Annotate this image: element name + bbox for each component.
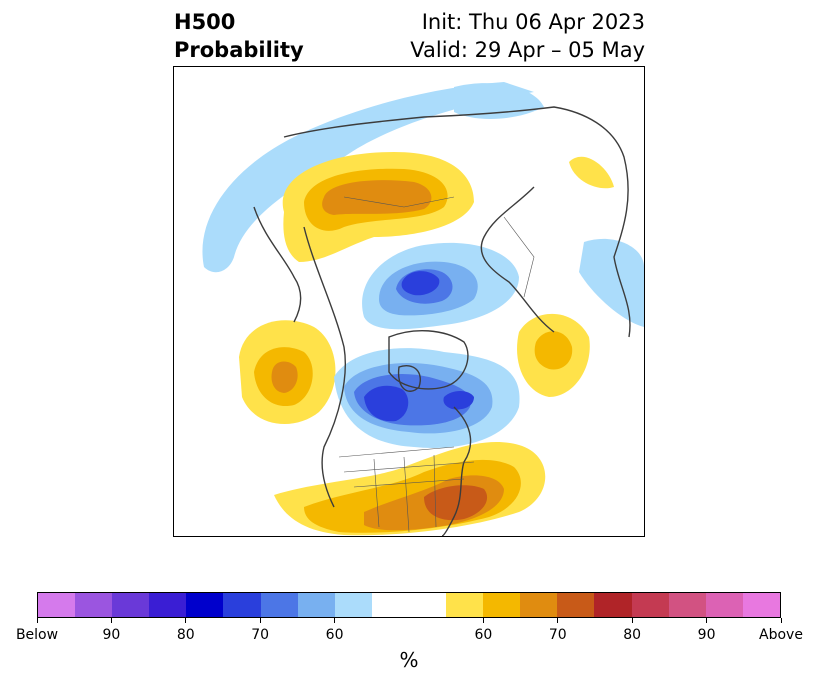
colorbar-tick-label: 90	[102, 627, 121, 643]
gold-anomaly-ne	[569, 156, 614, 189]
blue-anomaly-northpacific	[202, 82, 534, 273]
colorbar-cell	[520, 593, 558, 617]
colorbar-tick	[780, 618, 782, 623]
coastline-eurasia-north	[283, 106, 631, 338]
colorbar-cell	[483, 593, 521, 617]
title-field: H500	[174, 10, 236, 34]
title-left: H500 Probability	[174, 8, 304, 64]
colorbar-cell	[631, 593, 669, 617]
colorbar-tick-label: 60	[325, 627, 344, 643]
map-panel	[173, 66, 645, 537]
colorbar-tick	[110, 618, 112, 623]
colorbar-cell	[371, 593, 409, 617]
blue-anomaly-polar-deep	[401, 271, 440, 296]
blue-anomaly-labrador-deep	[443, 391, 474, 410]
blue-anomaly-east	[579, 238, 644, 327]
colorbar-cell	[186, 593, 224, 617]
gold-anomaly-atlantic-mid	[534, 331, 573, 370]
coastline-greenland	[388, 329, 469, 390]
colorbar-cell	[446, 593, 484, 617]
border-china-mongolia	[343, 196, 455, 208]
colorbar-cell	[223, 593, 261, 617]
title-right: Init: Thu 06 Apr 2023 Valid: 29 Apr – 05…	[410, 8, 645, 64]
colorbar-cell	[408, 593, 447, 617]
colorbar-cell	[297, 593, 335, 617]
colorbar-tick-label: 70	[548, 627, 567, 643]
colorbar-cell	[149, 593, 187, 617]
coastline-asia-east	[253, 206, 302, 323]
colorbar-cell	[112, 593, 150, 617]
orange-anomaly-north	[322, 180, 432, 215]
colorbar-cell	[260, 593, 298, 617]
valid-range: Valid: 29 Apr – 05 May	[410, 38, 645, 62]
coastlines	[253, 106, 631, 536]
colorbar-tick	[36, 618, 38, 623]
colorbar-cell	[334, 593, 372, 617]
coastline-hudson-bay	[397, 365, 421, 392]
colorbar-cell	[668, 593, 706, 617]
colorbar-unit: %	[399, 648, 419, 672]
colorbar-tick	[259, 618, 261, 623]
colorbar-tick	[185, 618, 187, 623]
colorbar-cell	[594, 593, 632, 617]
orange-anomaly-pacific	[271, 361, 298, 393]
blue-anomaly-top	[454, 83, 544, 119]
coastline-europe	[480, 186, 555, 333]
colorbar-tick	[706, 618, 708, 623]
colorbar-tick	[631, 618, 633, 623]
border-us-states-col	[373, 454, 437, 533]
colorbar-tick-label: Above	[759, 627, 803, 643]
border-europe-russia	[503, 216, 535, 298]
colorbar	[37, 592, 781, 618]
rust-anomaly-us	[424, 485, 488, 521]
colorbar-tick-label: 60	[474, 627, 493, 643]
title-field-type: Probability	[174, 38, 304, 62]
colorbar-tick-label: Below	[15, 627, 59, 643]
border-us-states-row2	[353, 478, 465, 488]
colorbar-tick	[334, 618, 336, 623]
colorbar-tick-label: 80	[176, 627, 195, 643]
coastline-north-america-west	[303, 226, 346, 508]
colorbar-tick	[482, 618, 484, 623]
colorbar-tick-label: 90	[697, 627, 716, 643]
blue-anomaly-canada-deep	[364, 385, 409, 422]
init-date: Init: Thu 06 Apr 2023	[421, 10, 645, 34]
colorbar-cell	[38, 593, 76, 617]
colorbar-cell	[705, 593, 743, 617]
colorbar-cell	[75, 593, 113, 617]
borders	[338, 196, 535, 533]
colorbar-tick	[557, 618, 559, 623]
border-us-states-row1	[343, 461, 475, 473]
probability-map	[202, 82, 644, 536]
coastline-north-america-east	[441, 406, 472, 536]
colorbar-tick-label: 80	[623, 627, 642, 643]
colorbar-cell	[557, 593, 595, 617]
colorbar-tick-label: 70	[251, 627, 270, 643]
border-us-canada	[338, 446, 455, 458]
colorbar-cell	[742, 593, 780, 617]
